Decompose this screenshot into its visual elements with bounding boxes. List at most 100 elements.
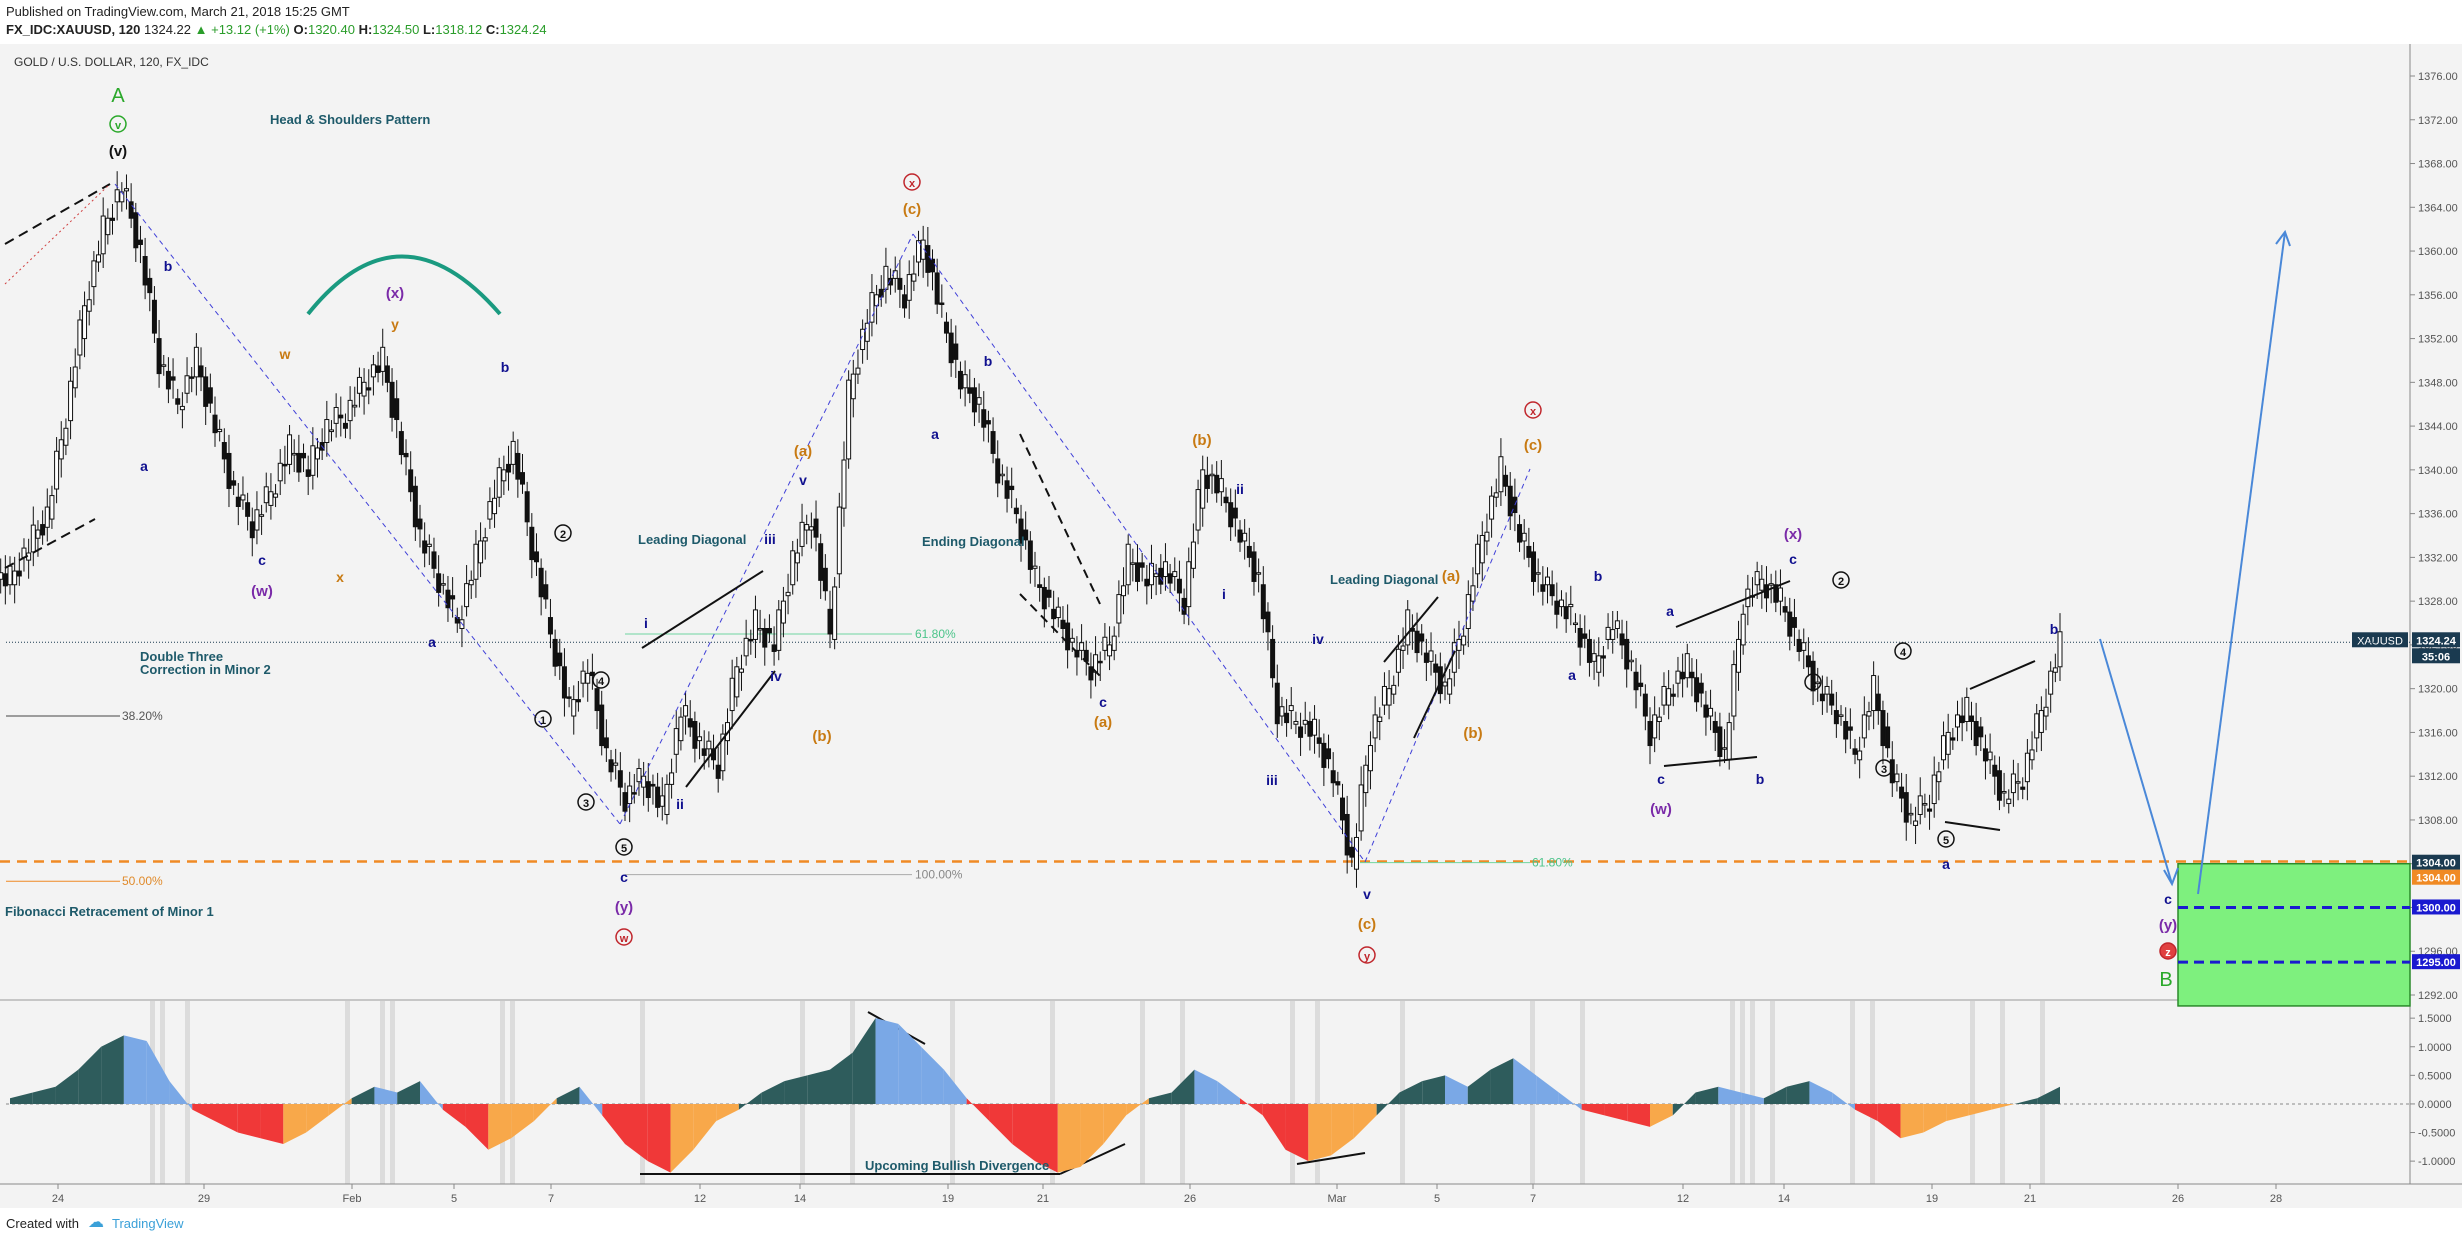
candle-body: [328, 429, 334, 433]
candle-body: [981, 409, 987, 428]
osc-bar: [397, 1081, 420, 1104]
candle-body: [96, 254, 102, 263]
candle-body: [417, 518, 423, 530]
x-tick-label: 5: [451, 1193, 457, 1205]
tradingview-link[interactable]: TradingView: [112, 1216, 184, 1231]
candle-body: [1833, 710, 1839, 725]
candle-body: [664, 783, 670, 815]
candle-body: [412, 485, 418, 528]
wave-x-red-1: x: [909, 178, 916, 190]
candle-body: [1819, 693, 1825, 702]
candle-body: [398, 431, 404, 456]
candle-body: [1526, 545, 1532, 558]
open-label: O:: [293, 22, 308, 37]
label-i2: i: [1222, 586, 1226, 602]
candle-body: [939, 302, 945, 306]
label-c2: c: [620, 869, 628, 885]
candle-body: [888, 277, 894, 286]
wave-x-red-2: x: [1530, 406, 1537, 418]
candle-body: [212, 414, 218, 434]
x-tick-label: 7: [548, 1193, 554, 1205]
label-y_pur2: (y): [2159, 917, 2177, 934]
candle-body: [2, 573, 8, 587]
candle-body: [1176, 578, 1182, 594]
projection-up: [2197, 231, 2286, 895]
wave-B: B: [2159, 969, 2172, 991]
candle-body: [1158, 567, 1164, 585]
candle-body: [780, 600, 786, 624]
y-tick-label: 1336.00: [2418, 509, 2458, 521]
osc-bar: [328, 1098, 352, 1116]
osc-bar: [78, 1046, 102, 1104]
candle-body: [1190, 541, 1196, 569]
candle-body: [1866, 711, 1872, 717]
candle-body: [1815, 681, 1821, 685]
label-a4: a: [1568, 667, 1576, 683]
candle-body: [1796, 638, 1802, 652]
x-tick-label: 24: [52, 1193, 64, 1205]
session-band: [640, 1001, 645, 1184]
chart-background: [0, 44, 2462, 1208]
label-c_or1: (c): [903, 201, 921, 218]
candle-body: [1167, 573, 1173, 584]
candle-body: [189, 376, 195, 379]
candle-body: [729, 677, 735, 712]
osc-bar: [1627, 1103, 1650, 1127]
candle-body: [538, 567, 544, 598]
session-band: [1050, 1001, 1055, 1184]
candle-body: [403, 452, 409, 458]
candle-body: [1549, 584, 1555, 597]
candle-body: [301, 452, 307, 459]
label-b_or3: (b): [1463, 725, 1482, 742]
candle-body: [669, 772, 675, 785]
candle-body: [1316, 737, 1322, 744]
candle-body: [1013, 507, 1019, 515]
x-tick-label: 21: [1037, 1193, 1049, 1205]
osc-bar: [1445, 1075, 1468, 1104]
candle-body: [1708, 707, 1714, 717]
osc-bar: [511, 1103, 534, 1139]
candle-body: [1353, 836, 1359, 870]
candle-body: [40, 524, 46, 536]
candle-body: [1307, 720, 1313, 737]
candle-body: [1041, 586, 1047, 610]
candle-body: [1694, 677, 1700, 703]
candle-body: [1246, 545, 1252, 558]
head-shoulders-arc: [306, 254, 502, 316]
candle-body: [287, 434, 293, 465]
candle-body: [422, 540, 428, 554]
candle-body: [533, 551, 539, 563]
lead-diag-2a: [1383, 596, 1439, 663]
published-line: Published on TradingView.com, March 21, …: [6, 4, 350, 19]
divergence-label: Upcoming Bullish Divergence: [865, 1158, 1049, 1173]
candle-body: [603, 737, 609, 749]
double-three-1: Double Three: [140, 649, 223, 664]
symbol-tag-bg: [2352, 632, 2408, 648]
candle-body: [1111, 635, 1117, 651]
candle-body: [1600, 655, 1606, 659]
diag-line-1: [641, 570, 764, 649]
osc-bar: [1718, 1086, 1742, 1104]
candle-body: [1358, 784, 1364, 832]
close-label: C:: [485, 22, 500, 37]
candle-body: [1484, 531, 1490, 542]
candle-body: [1605, 626, 1611, 640]
candle-body: [1330, 770, 1336, 784]
candle-body: [133, 212, 139, 249]
osc-bar: [1217, 1081, 1240, 1104]
osc-bar: [488, 1103, 512, 1150]
candle-body: [1577, 627, 1583, 648]
candle-body: [235, 496, 241, 508]
osc-bar: [921, 1046, 944, 1104]
candle-body: [1531, 551, 1537, 582]
chart-area[interactable]: 1292.001296.001300.001304.001308.001312.…: [0, 44, 2462, 1208]
candle-body: [1079, 642, 1085, 651]
osc-tick-label: 0.5000: [2418, 1070, 2452, 1082]
price-tag-value: 1324.24: [2416, 635, 2457, 647]
label-a_or3: (a): [1442, 568, 1460, 585]
candle-body: [324, 419, 330, 444]
osc-bar: [1604, 1103, 1628, 1122]
candle-body: [920, 239, 926, 260]
zone-tag-1304b: 1304.00: [2416, 873, 2456, 885]
label-b1: b: [164, 258, 173, 274]
